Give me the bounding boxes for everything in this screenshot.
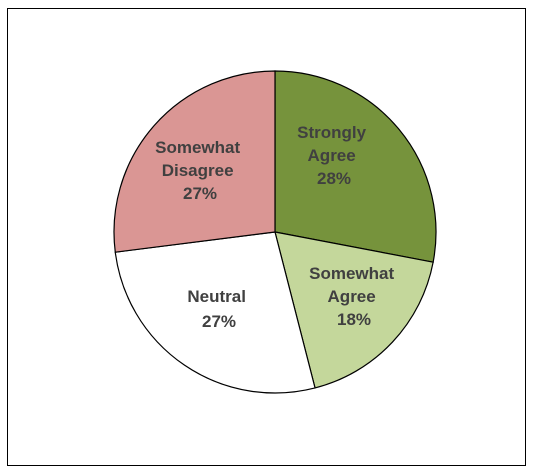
pie-slice-somewhat-disagree [113,70,276,253]
slice-label-neutral: Neutral 27% [187,287,250,331]
pie-slice-somewhat-agree [274,231,434,389]
slice-label-strongly-agree: Strongly Agree 28% [297,123,371,188]
slices-layer [113,70,437,394]
pie-slice-neutral [114,231,316,394]
labels-layer: Strongly Agree 28% Somewhat Agree 18% Ne… [155,123,399,331]
slice-label-somewhat-disagree: Somewhat Disagree 27% [155,138,245,203]
slice-label-somewhat-agree: Somewhat Agree 18% [309,264,399,329]
pie-slice-strongly-agree [274,70,437,263]
